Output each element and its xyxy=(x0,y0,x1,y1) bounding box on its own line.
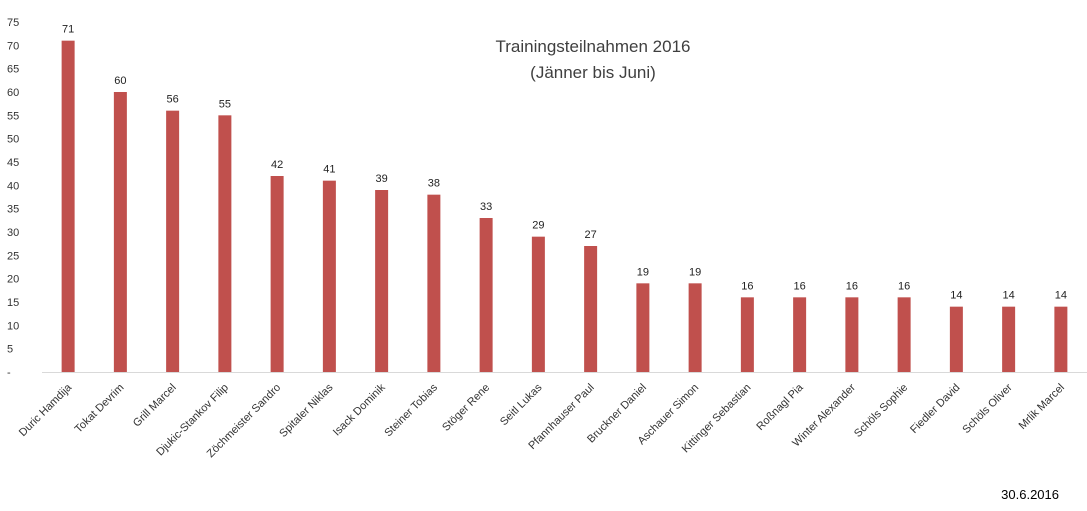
bar xyxy=(688,283,702,372)
x-tick-label: Grill Marcel xyxy=(131,382,179,430)
bar xyxy=(427,194,441,372)
bar xyxy=(1054,306,1068,372)
data-label: 39 xyxy=(376,173,388,185)
bar xyxy=(584,246,598,372)
data-label: 16 xyxy=(741,280,753,292)
data-label: 55 xyxy=(219,98,231,110)
data-label: 42 xyxy=(271,159,283,171)
data-label: 14 xyxy=(1055,290,1067,302)
x-tick-label: Schöls Oliver xyxy=(960,381,1015,436)
date-stamp: 30.6.2016 xyxy=(1001,487,1059,502)
bar xyxy=(531,236,545,372)
y-tick-label: 40 xyxy=(7,180,19,192)
x-tick-label: Duric Hamdija xyxy=(17,381,75,439)
y-tick-label: - xyxy=(7,367,11,379)
bar xyxy=(113,92,127,372)
chart-title: Trainingsteilnahmen 2016 xyxy=(496,37,691,56)
data-label: 33 xyxy=(480,201,492,213)
data-label: 14 xyxy=(1003,290,1015,302)
data-label: 29 xyxy=(532,220,544,232)
y-tick-label: 75 xyxy=(7,17,19,29)
y-tick-label: 30 xyxy=(7,227,19,239)
bar xyxy=(61,40,75,373)
data-label: 60 xyxy=(114,75,126,87)
data-label: 16 xyxy=(898,280,910,292)
bar xyxy=(845,297,859,372)
y-tick-label: 10 xyxy=(7,320,19,332)
y-tick-label: 20 xyxy=(7,274,19,286)
y-tick-label: 50 xyxy=(7,134,19,146)
y-tick-label: 60 xyxy=(7,87,19,99)
y-tick-label: 15 xyxy=(7,297,19,309)
x-tick-label: Mrlik Marcel xyxy=(1017,382,1067,432)
y-axis: - 5 10 15 20 25 30 35 40 45 50 55 60 65 70 75 xyxy=(7,17,19,379)
x-tick-label: Steiner Tobias xyxy=(382,381,440,439)
bars xyxy=(61,40,1068,373)
bar xyxy=(793,297,807,372)
bar xyxy=(218,115,232,372)
data-labels: 71 60 56 55 42 41 39 38 33 29 27 19 19 16 16 16 16 14 14 14 xyxy=(62,24,1067,302)
data-label: 16 xyxy=(846,280,858,292)
y-tick-label: 35 xyxy=(7,204,19,216)
bar xyxy=(740,297,754,372)
data-label: 19 xyxy=(637,266,649,278)
data-label: 19 xyxy=(689,266,701,278)
y-tick-label: 65 xyxy=(7,64,19,76)
x-tick-label: Stöger Rene xyxy=(440,382,492,434)
bar xyxy=(479,218,493,372)
x-tick-label: Roßnagl Pia xyxy=(754,381,806,433)
data-label: 14 xyxy=(950,290,962,302)
y-tick-label: 55 xyxy=(7,110,19,122)
bar xyxy=(1002,306,1016,372)
x-tick-label: Isack Dominik xyxy=(331,381,388,438)
bar xyxy=(322,180,336,372)
y-tick-label: 5 xyxy=(7,344,13,356)
data-label: 56 xyxy=(167,94,179,106)
chart-subtitle: (Jänner bis Juni) xyxy=(530,63,656,82)
bar xyxy=(897,297,911,372)
bar xyxy=(166,110,180,373)
bar xyxy=(949,306,963,372)
data-label: 16 xyxy=(794,280,806,292)
x-tick-label: Spitaler Niklas xyxy=(277,381,336,440)
data-label: 71 xyxy=(62,24,74,36)
x-tick-label: Fiedler David xyxy=(908,382,962,436)
y-tick-label: 25 xyxy=(7,250,19,262)
x-tick-label: Tokat Devrim xyxy=(73,382,127,436)
y-tick-label: 70 xyxy=(7,40,19,52)
bar xyxy=(375,190,389,372)
data-label: 27 xyxy=(585,229,597,241)
x-tick-label: Schöls Sophie xyxy=(852,382,910,440)
data-label: 38 xyxy=(428,178,440,190)
x-tick-label: Seitl Lukas xyxy=(498,381,545,428)
bar xyxy=(636,283,650,372)
y-tick-label: 45 xyxy=(7,157,19,169)
data-label: 41 xyxy=(323,164,335,176)
bar xyxy=(270,176,284,372)
